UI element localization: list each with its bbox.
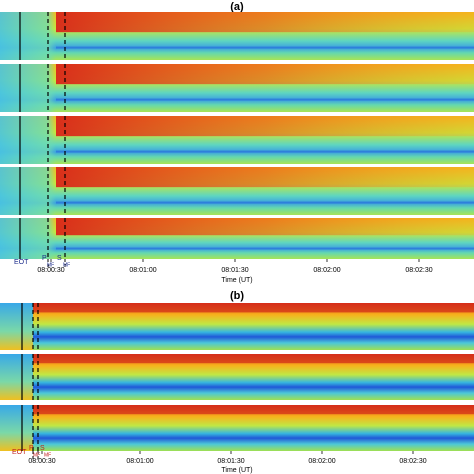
phase-annotation: P [29, 445, 34, 452]
spectrogram-energy [56, 167, 474, 188]
phase-annotation: S [57, 255, 62, 262]
phase-annotation: EOT [12, 449, 27, 456]
x-axis-label: Time (UT) [221, 277, 252, 284]
panel-label: (b) [230, 290, 244, 302]
phase-annotation: MF [47, 262, 54, 268]
phase-annotation: P [42, 255, 47, 262]
spectrogram-precursor [0, 218, 56, 259]
spectrogram-blue-band [56, 98, 474, 101]
spectrogram-energy [33, 354, 474, 364]
phase-annotation: EOT [14, 259, 29, 266]
spectrogram-precursor [0, 12, 56, 60]
x-tick-label: 08:02:30 [399, 458, 426, 465]
spectrogram-precursor [0, 354, 33, 400]
x-tick-label: 08:01:30 [221, 267, 248, 274]
panel-label: (a) [230, 1, 244, 13]
phase-annotation: S [40, 445, 45, 452]
phase-annotation: MF [33, 452, 40, 458]
spectrogram-precursor [0, 167, 56, 215]
spectrogram-precursor [0, 116, 56, 164]
x-tick-label: 08:01:00 [129, 267, 156, 274]
x-tick-label: 08:01:30 [217, 458, 244, 465]
x-axis-label: Time (UT) [221, 467, 252, 474]
phase-annotation: MF [44, 452, 51, 458]
spectrogram-precursor [0, 303, 33, 350]
spectrogram-blue-band [56, 201, 474, 204]
phase-annotation: MF [63, 262, 70, 268]
spectrogram-precursor [0, 405, 33, 451]
spectrogram-energy [56, 218, 474, 236]
spectrogram-blue-band [56, 247, 474, 250]
x-tick-label: 08:00:30 [37, 267, 64, 274]
spectrogram-precursor [0, 64, 56, 112]
x-tick-label: 08:02:30 [405, 267, 432, 274]
x-tick-label: 08:01:00 [126, 458, 153, 465]
spectrogram-energy [33, 303, 474, 313]
spectrogram-energy [33, 405, 474, 415]
spectrogram-energy [56, 12, 474, 33]
spectrogram-energy [56, 116, 474, 137]
x-tick-label: 08:02:00 [313, 267, 340, 274]
spectrogram-blue-band [56, 46, 474, 49]
spectrogram-blue-band [56, 150, 474, 153]
x-tick-label: 08:02:00 [308, 458, 335, 465]
spectrogram-energy [56, 64, 474, 85]
x-tick-label: 08:00:30 [28, 458, 55, 465]
